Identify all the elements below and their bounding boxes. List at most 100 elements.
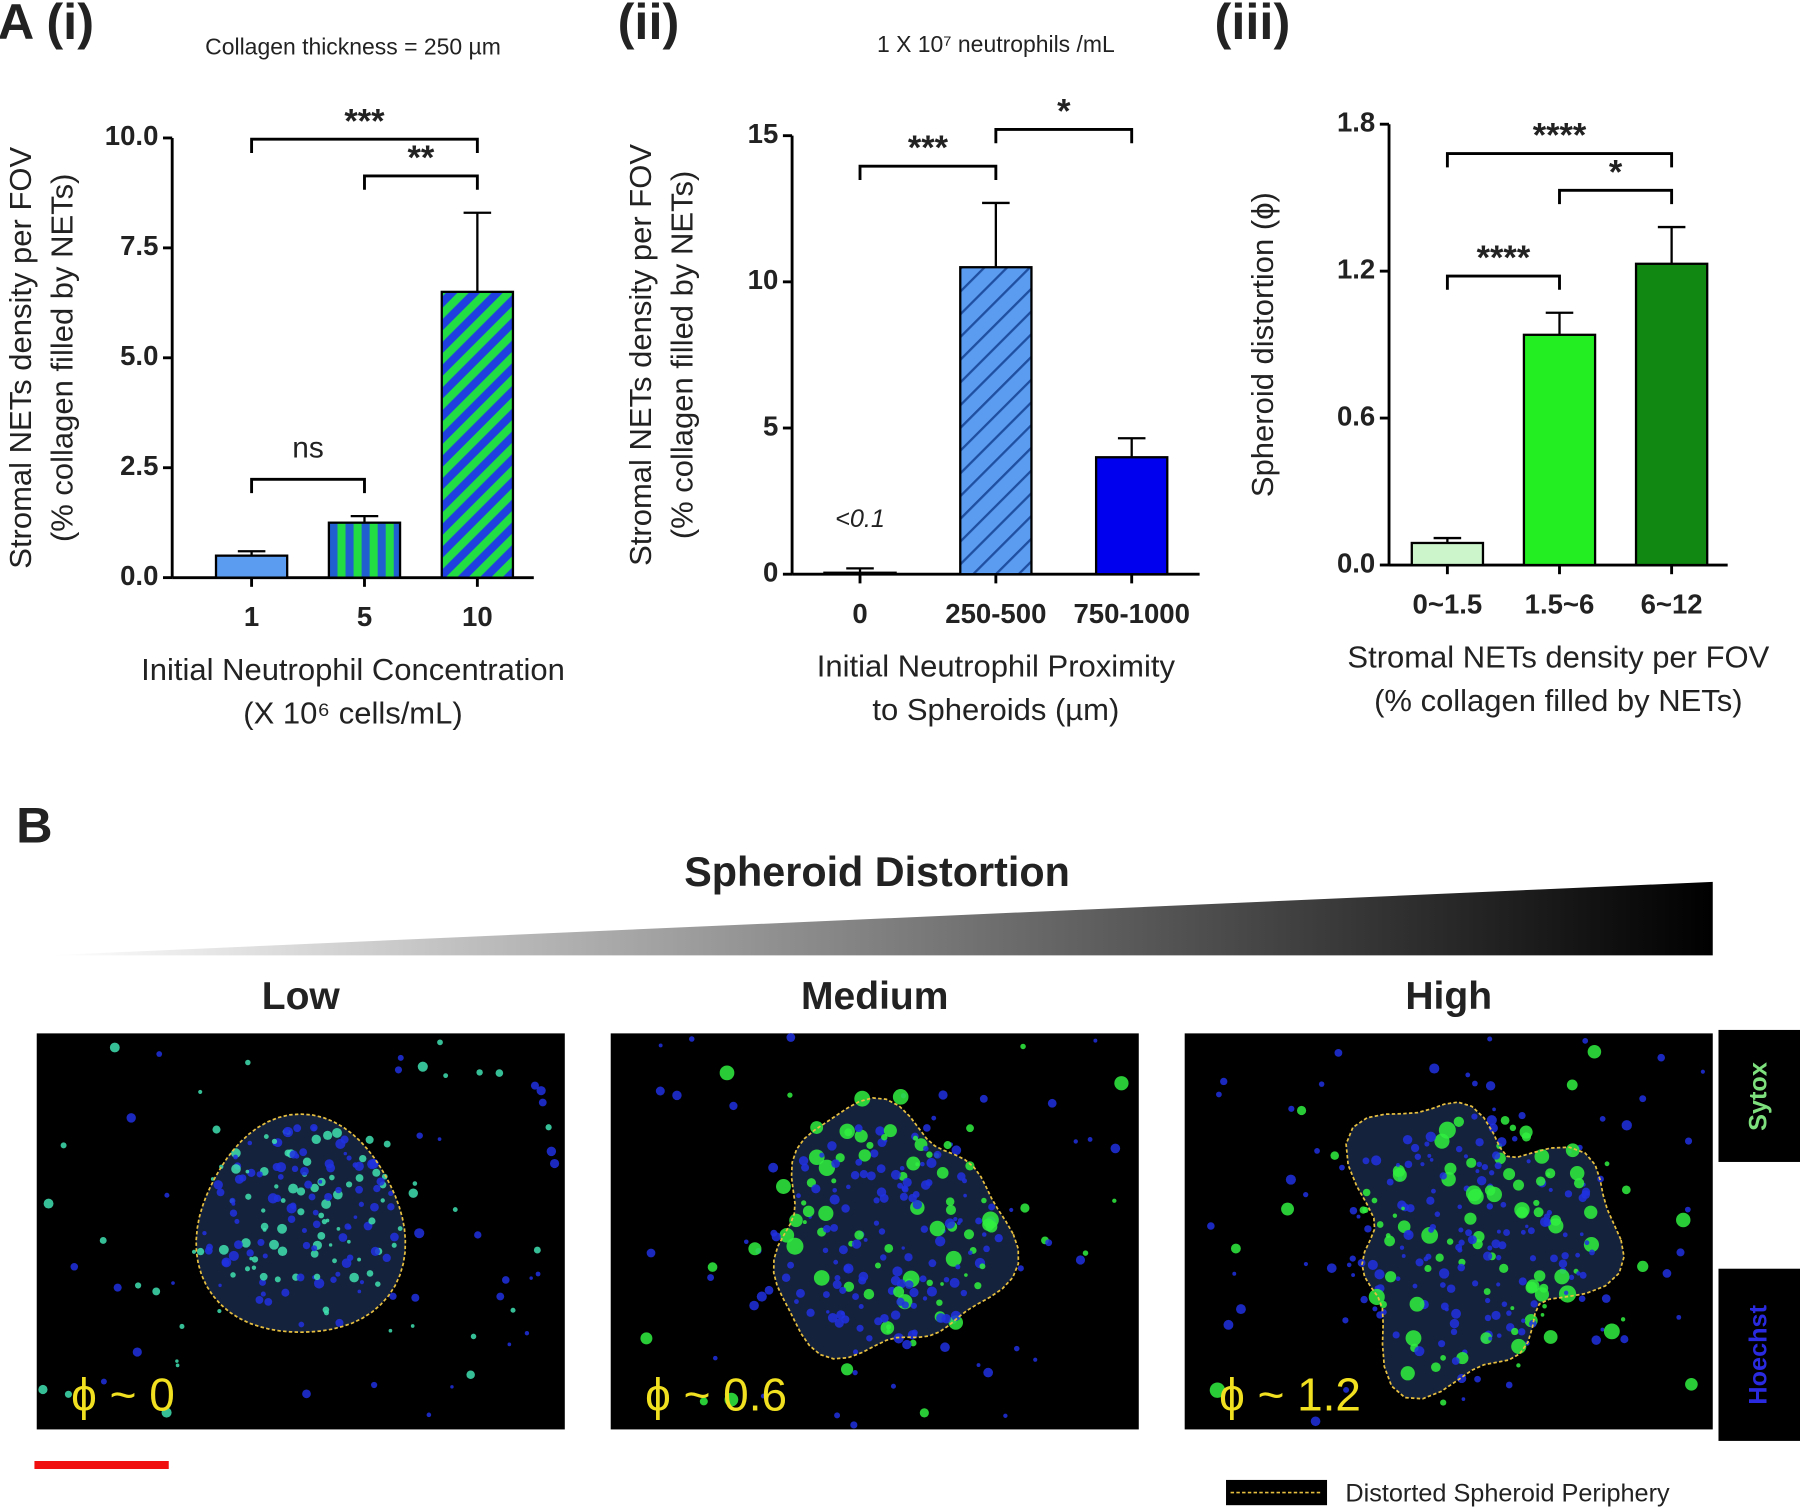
spheroid-outline xyxy=(772,1097,1020,1360)
cell-dot xyxy=(840,1363,854,1376)
cell-dot xyxy=(1285,1174,1296,1185)
cell-dot xyxy=(1457,1247,1463,1253)
cell-dot xyxy=(1621,1185,1631,1195)
cell-dot xyxy=(801,1163,810,1172)
cell-dot xyxy=(810,1121,824,1134)
cell-dot xyxy=(261,1208,266,1213)
cell-dot xyxy=(1362,1188,1371,1197)
cell-dot xyxy=(312,1209,319,1216)
cell-dot xyxy=(1401,1206,1405,1211)
cell-dot xyxy=(275,1162,287,1173)
cell-dot xyxy=(1684,1137,1693,1145)
cell-dot xyxy=(858,1149,871,1162)
cell-dot xyxy=(1318,1081,1325,1087)
cell-dot xyxy=(870,1149,879,1158)
cell-dot xyxy=(217,1309,222,1314)
cell-dot xyxy=(245,1193,252,1200)
cell-dot xyxy=(1484,1314,1492,1322)
cell-dot xyxy=(1518,1112,1526,1120)
cell-dot xyxy=(1463,1154,1469,1159)
cell-dot xyxy=(831,1159,840,1168)
cell-dot xyxy=(262,1253,268,1259)
cell-dot xyxy=(277,1223,287,1234)
cell-dot xyxy=(1087,1137,1093,1142)
cell-dot xyxy=(655,1086,665,1096)
cell-dot xyxy=(1367,1259,1378,1270)
cell-dot xyxy=(1676,1314,1682,1320)
cell-dot xyxy=(1073,1139,1078,1144)
cell-dot xyxy=(269,1239,279,1250)
y-tick-label: 1.2 xyxy=(1337,253,1375,284)
cell-dot xyxy=(1440,1282,1446,1288)
cell-dot xyxy=(1207,1222,1215,1230)
cell-dot xyxy=(1483,1251,1493,1261)
cell-dot xyxy=(909,1287,919,1298)
cell-dot xyxy=(530,1081,539,1090)
cell-dot xyxy=(390,1232,399,1242)
cell-dot xyxy=(854,1230,864,1240)
cell-dot xyxy=(510,1307,516,1313)
cell-dot xyxy=(367,1159,378,1170)
cell-dot xyxy=(813,1270,830,1286)
cell-dot xyxy=(795,1288,805,1298)
cell-dot xyxy=(1700,1069,1705,1074)
cell-dot xyxy=(416,1132,423,1139)
cell-dot xyxy=(982,1218,995,1231)
cell-dot xyxy=(1475,1138,1484,1147)
x-axis-label: Initial Neutrophil Concentration xyxy=(141,652,565,687)
cell-dot xyxy=(312,1220,321,1229)
x-tick-label: 750-1000 xyxy=(1073,598,1189,629)
cell-dot xyxy=(1444,1162,1457,1175)
cell-dot xyxy=(1017,1265,1024,1272)
cell-dot xyxy=(957,1172,966,1181)
cell-dot xyxy=(357,1257,362,1262)
cell-dot xyxy=(899,1192,908,1201)
cell-dot xyxy=(1406,1230,1412,1236)
x-tick-label: 0~1.5 xyxy=(1413,589,1483,620)
cell-dot xyxy=(1476,1161,1483,1168)
cell-dot xyxy=(536,1086,546,1096)
cell-dot xyxy=(912,1199,923,1210)
channel-box xyxy=(1718,1268,1800,1441)
cell-dot xyxy=(370,1246,380,1256)
x-tick-label: 0 xyxy=(852,598,867,629)
cell-dot xyxy=(204,1246,213,1255)
cell-dot xyxy=(218,1244,229,1255)
cell-dot xyxy=(1599,1116,1606,1122)
cell-dot xyxy=(287,1215,296,1224)
cell-dot xyxy=(1386,1178,1394,1186)
cell-dot xyxy=(749,1300,759,1311)
cell-dot xyxy=(255,1296,264,1304)
cell-dot xyxy=(549,1158,560,1169)
cell-dot xyxy=(834,1412,841,1419)
cell-dot xyxy=(126,1113,136,1123)
cell-dot xyxy=(1114,1076,1129,1091)
cell-dot xyxy=(859,1169,868,1179)
cell-dot xyxy=(1554,1269,1570,1285)
cell-dot xyxy=(1385,1271,1397,1283)
cell-dot xyxy=(920,1225,929,1233)
cell-dot xyxy=(410,1324,415,1328)
cell-dot xyxy=(1330,1151,1339,1160)
cell-dot xyxy=(881,1134,888,1141)
cell-dot xyxy=(231,1164,241,1174)
cell-dot xyxy=(1395,1276,1401,1281)
significance-label: *** xyxy=(344,102,385,140)
y-tick-label: 0.6 xyxy=(1337,400,1375,431)
cell-dot xyxy=(452,1207,458,1213)
bar xyxy=(327,521,402,579)
cell-dot xyxy=(343,1151,348,1156)
cell-dot xyxy=(1513,1179,1525,1191)
cell-dot xyxy=(109,1042,120,1053)
cell-dot xyxy=(1428,1227,1434,1233)
cell-dot xyxy=(397,1054,404,1061)
cell-dot xyxy=(414,1228,425,1239)
cell-dot xyxy=(1281,1202,1294,1216)
cell-dot xyxy=(890,1383,896,1389)
cell-dot xyxy=(495,1069,504,1077)
x-axis-label: (X 10⁶ cells/mL) xyxy=(243,696,462,731)
x-tick-label: 1 xyxy=(244,601,259,632)
cell-dot xyxy=(1446,1238,1454,1245)
cell-dot xyxy=(1494,1162,1502,1170)
